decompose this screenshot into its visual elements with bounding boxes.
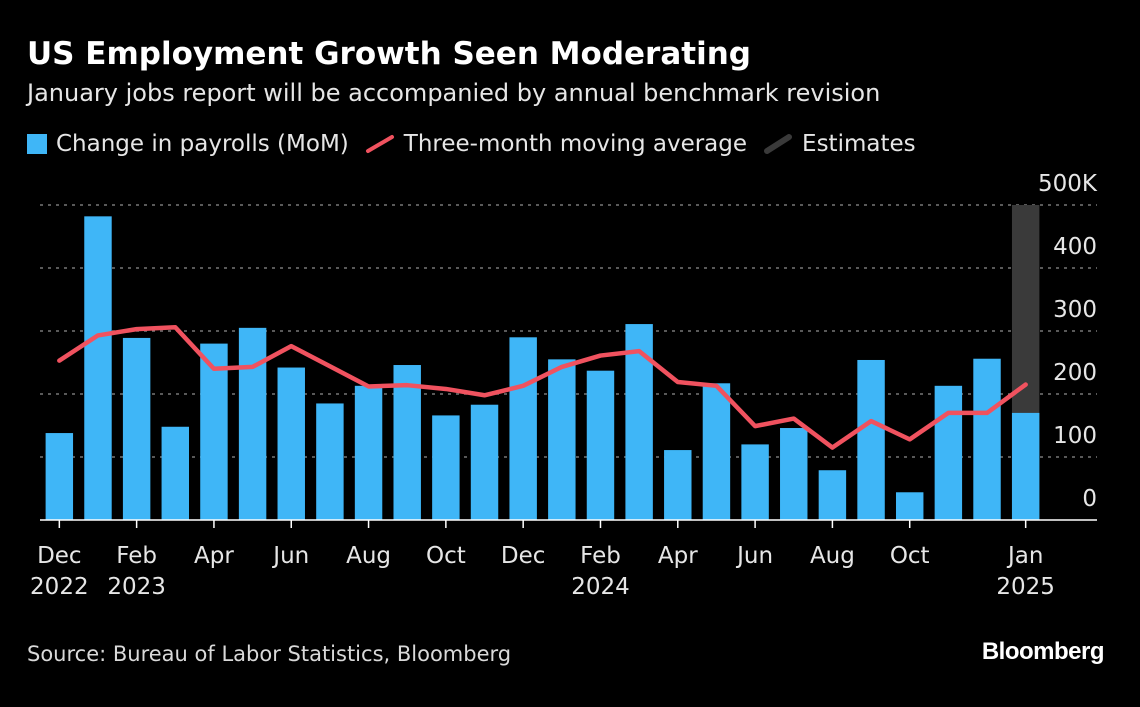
bar-feb-2024 bbox=[586, 370, 615, 520]
bar-jun-2023 bbox=[277, 367, 305, 520]
moving-average-line bbox=[57, 324, 1028, 450]
legend-label-estimates: Estimates bbox=[802, 131, 916, 157]
x-tick-label: Oct bbox=[890, 543, 930, 569]
x-tick-label: Feb bbox=[580, 543, 621, 569]
bar-jul-2023 bbox=[316, 403, 344, 520]
x-tick-label: Aug bbox=[346, 543, 391, 569]
bar-apr-2024 bbox=[664, 450, 692, 520]
y-tick-label: 300 bbox=[1053, 297, 1097, 323]
chart-subtitle: January jobs report will be accompanied … bbox=[27, 79, 881, 107]
bar-dec-2023 bbox=[509, 337, 537, 520]
source-note: Source: Bureau of Labor Statistics, Bloo… bbox=[27, 642, 512, 666]
x-tick-label: Aug bbox=[810, 543, 855, 569]
legend-label-moving-average: Three-month moving average bbox=[403, 131, 748, 157]
y-tick-label: 0 bbox=[1082, 486, 1097, 512]
x-tick-year-label: 2022 bbox=[30, 574, 89, 600]
x-tick-year-label: 2024 bbox=[571, 574, 630, 600]
bar-mar-2023 bbox=[161, 426, 190, 520]
bar-aug-2023 bbox=[354, 385, 383, 520]
bar-feb-2023 bbox=[122, 337, 151, 520]
x-tick-label: Feb bbox=[116, 543, 157, 569]
x-tick-label: Jun bbox=[271, 543, 309, 569]
bar-nov-2024 bbox=[934, 385, 963, 520]
y-tick-label: 400 bbox=[1053, 234, 1097, 260]
x-tick-label: Jan bbox=[1006, 543, 1043, 569]
y-tick-label: 100 bbox=[1053, 423, 1097, 449]
legend-label-payrolls: Change in payrolls (MoM) bbox=[56, 131, 349, 157]
x-tick-label: Jun bbox=[735, 543, 773, 569]
bar-jan-2023 bbox=[84, 216, 112, 520]
chart-title: US Employment Growth Seen Moderating bbox=[27, 36, 751, 72]
bar-jan-2025 bbox=[1011, 412, 1040, 520]
bar-oct-2024 bbox=[895, 492, 924, 520]
x-tick-year-label: 2023 bbox=[107, 574, 166, 600]
bar-sep-2024 bbox=[857, 359, 885, 520]
x-tick-label: Apr bbox=[194, 543, 234, 569]
legend-swatch-line bbox=[365, 135, 394, 153]
x-tick-label: Oct bbox=[426, 543, 466, 569]
legend-item-estimates: Estimates bbox=[763, 131, 916, 157]
bar-may-2023 bbox=[238, 327, 267, 520]
bar-aug-2024 bbox=[818, 470, 847, 520]
legend: Change in payrolls (MoM) Three-month mov… bbox=[27, 131, 932, 157]
x-tick-label: Dec bbox=[37, 543, 82, 569]
bar-jan-2024 bbox=[548, 359, 576, 520]
x-tick-label: Apr bbox=[658, 543, 698, 569]
bar-jun-2024 bbox=[741, 444, 769, 520]
legend-item-moving-average: Three-month moving average bbox=[365, 131, 747, 157]
legend-item-payrolls: Change in payrolls (MoM) bbox=[27, 131, 349, 157]
legend-swatch-bars bbox=[27, 134, 47, 154]
bar-sep-2023 bbox=[393, 365, 421, 520]
x-tick-year-label: 2025 bbox=[996, 574, 1055, 600]
bar-apr-2023 bbox=[200, 343, 228, 520]
bar-dec-2022 bbox=[45, 433, 74, 520]
x-tick-label: Dec bbox=[501, 543, 546, 569]
bloomberg-logo: Bloomberg bbox=[981, 638, 1105, 665]
y-tick-label: 500K bbox=[1038, 171, 1098, 197]
bar-oct-2023 bbox=[432, 415, 460, 520]
bar-jul-2024 bbox=[780, 428, 808, 520]
y-tick-label: 200 bbox=[1053, 360, 1097, 386]
bar-may-2024 bbox=[702, 383, 731, 520]
legend-swatch-estimates bbox=[764, 134, 793, 154]
bar-nov-2023 bbox=[470, 404, 499, 520]
bar-dec-2024 bbox=[973, 358, 1001, 520]
